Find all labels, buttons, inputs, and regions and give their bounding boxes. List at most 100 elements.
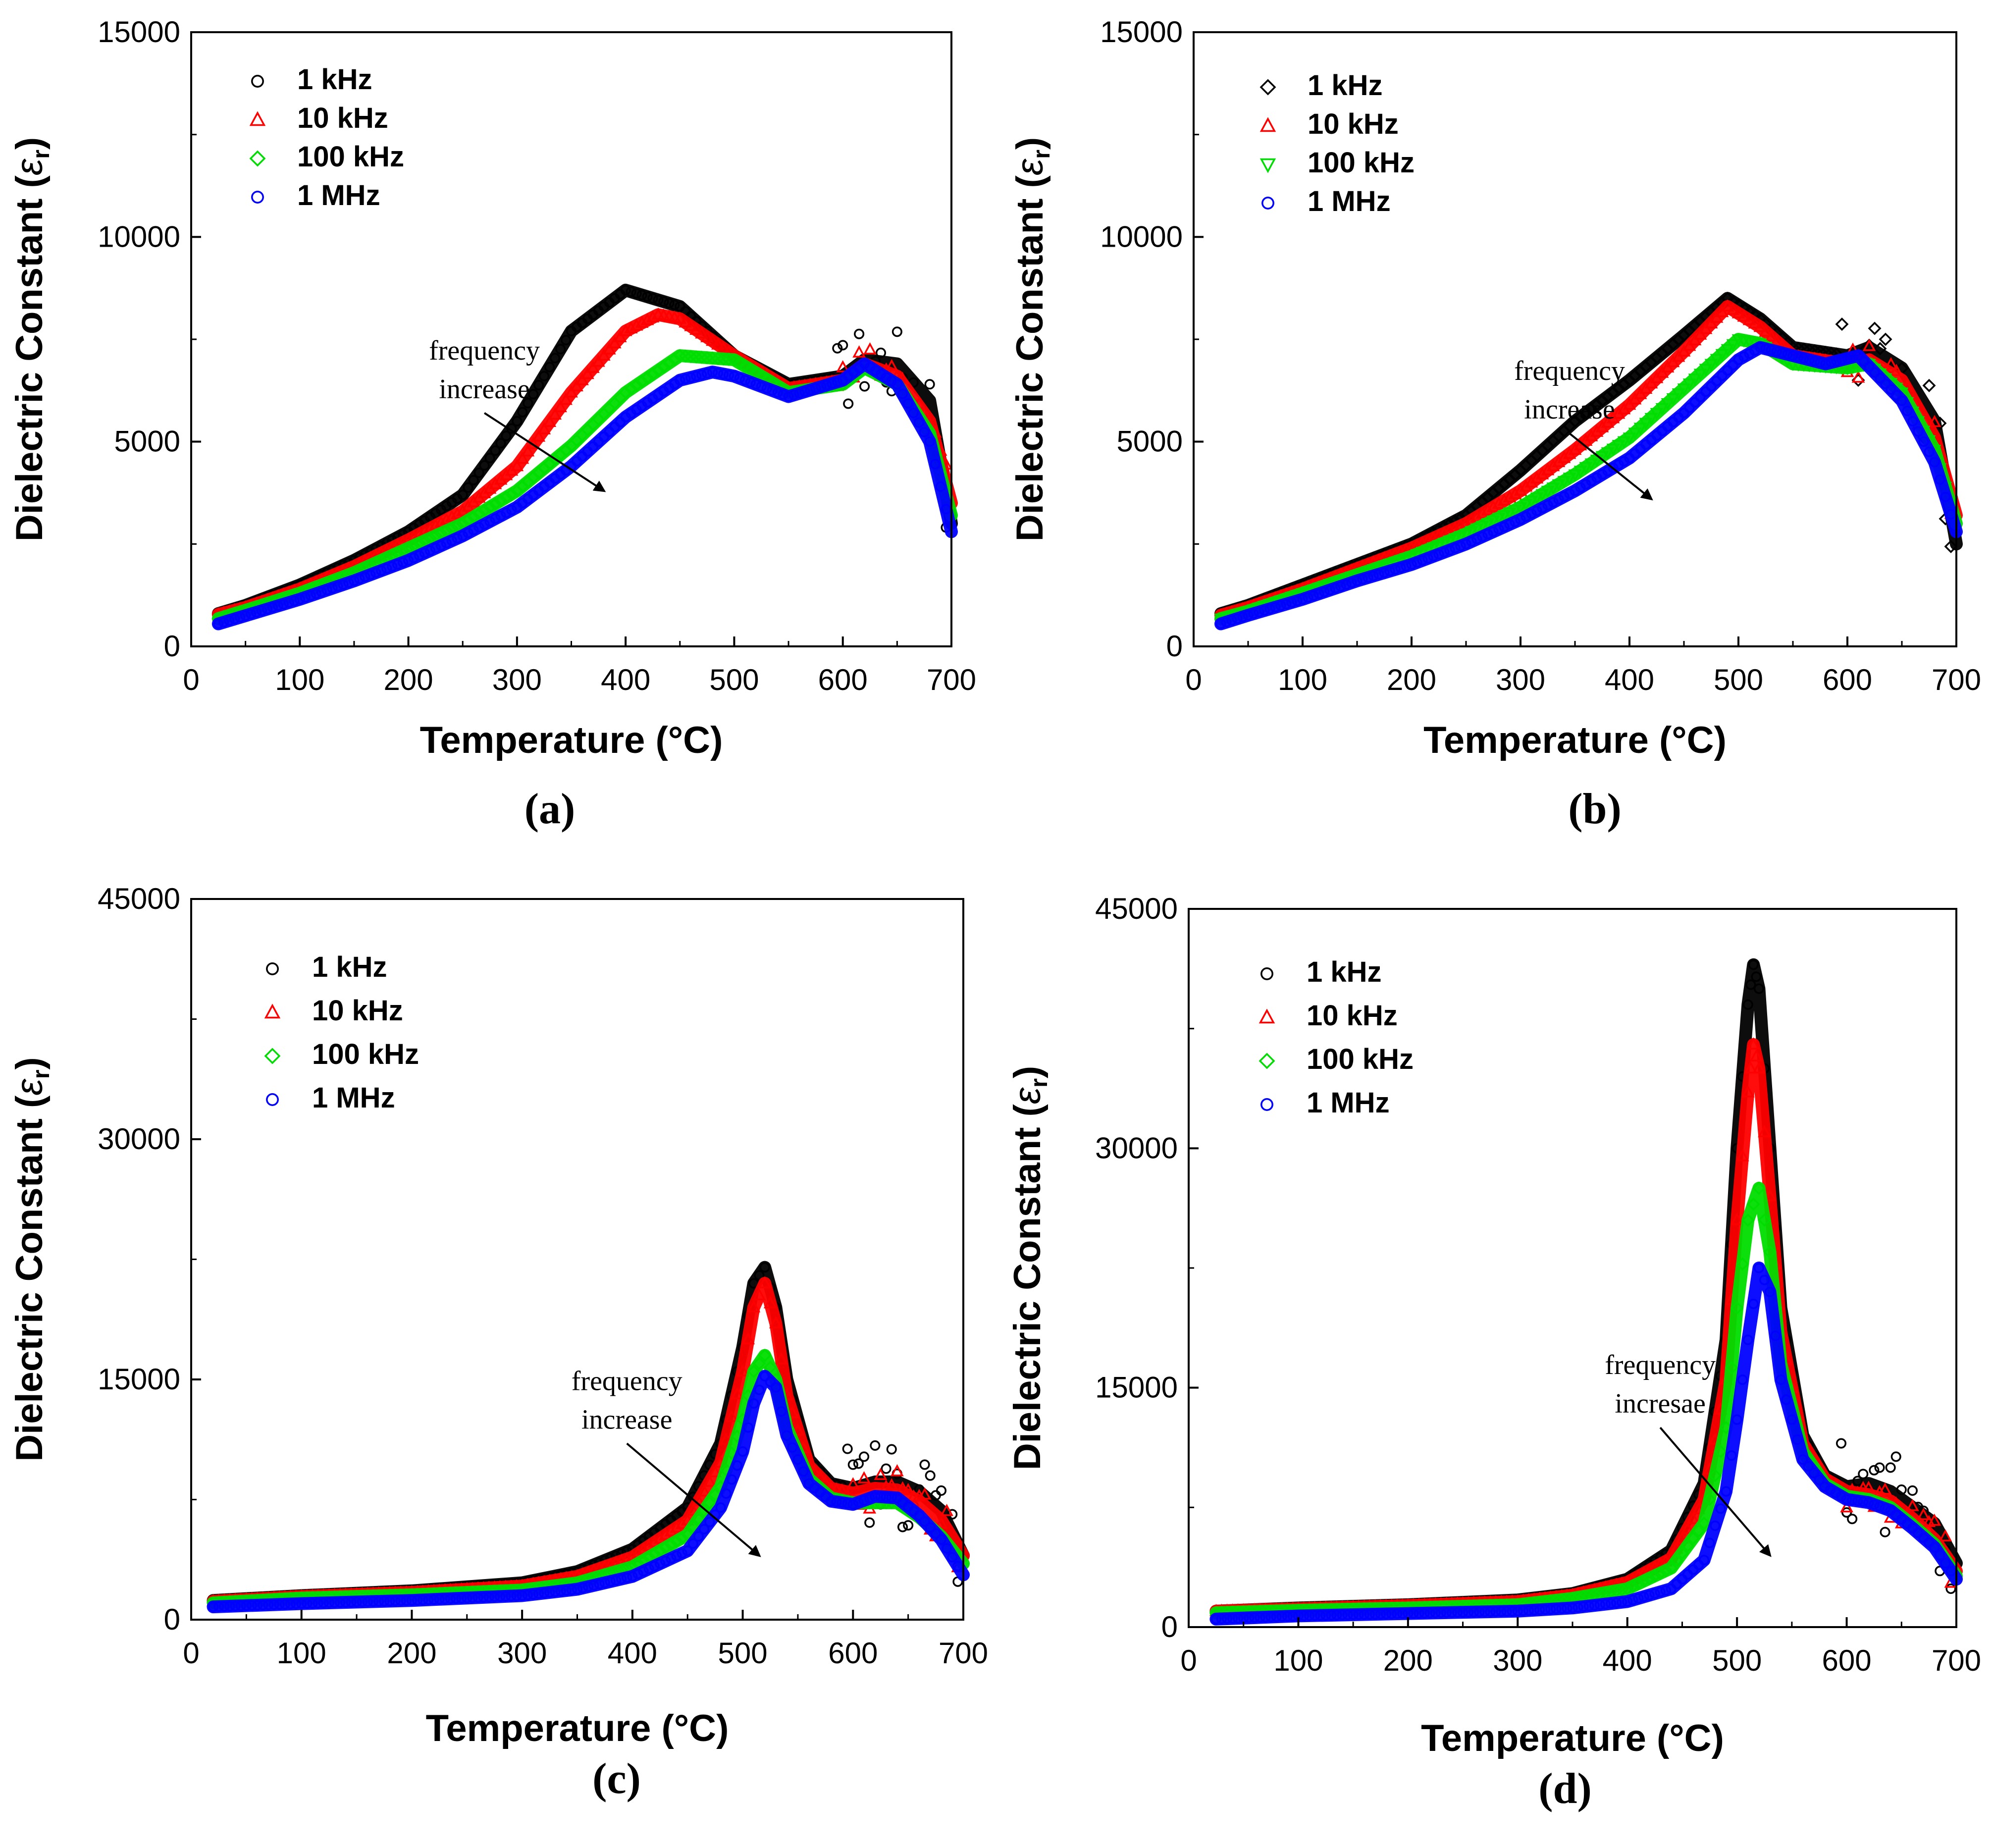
data-point [468,475,479,485]
data-point [836,360,850,372]
data-point [870,1440,881,1451]
data-point [947,1552,958,1563]
annotation-arrow [483,412,606,492]
legend: 1 kHz 10 kHz 100 kHz 1 MHz [1259,956,1414,1119]
series-1-mhz [207,1370,970,1614]
y-axis-title: Dielectric Constant (εr) [1009,137,1055,541]
data-point [450,507,464,519]
series-100-khz [1209,1181,1963,1620]
data-point [875,347,887,358]
data-point [1862,1480,1876,1493]
data-point [424,545,435,556]
data-point [1826,357,1836,368]
annotation-arrow [626,1442,761,1557]
data-point [439,1593,450,1604]
data-point [1227,1613,1238,1624]
data-point [1437,537,1451,550]
data-point [390,1595,401,1606]
data-point [1935,474,1945,485]
data-point [1591,472,1602,483]
data-point [1681,1539,1694,1553]
data-point [1628,427,1642,440]
data-point [554,400,567,413]
data-point [791,1423,805,1436]
data-point [1749,1049,1763,1062]
legend-entry: 100 kHz [1307,1043,1414,1075]
data-point [914,1484,925,1495]
data-point [594,1579,605,1589]
data-point [732,1460,742,1471]
data-point [842,1443,853,1454]
data-point [837,1497,847,1508]
data-point [1287,1611,1298,1622]
data-point [622,1572,632,1583]
data-point [758,1349,772,1362]
data-point [643,1563,654,1574]
data-point [1553,494,1564,505]
x-tick-label: 700 [1932,1644,1981,1677]
data-point [1528,1605,1540,1616]
data-point [1521,511,1531,522]
x-axis-title: Temperature (°C) [1423,719,1727,761]
y-axis-title-subscript: r [1029,150,1055,159]
data-point [1913,426,1924,437]
data-point [565,385,578,398]
data-point [1878,1482,1892,1495]
data-point [1610,1584,1624,1598]
data-point [1777,348,1787,359]
data-point [1324,584,1335,595]
data-point [1770,1330,1781,1341]
data-point [1475,521,1489,533]
data-point [1386,1608,1397,1619]
data-point [1508,486,1522,499]
data-point [886,1444,897,1455]
data-point [700,330,714,342]
y-axis-title-subscript: r [1026,1078,1052,1088]
data-point [770,1382,781,1393]
data-point [1233,1613,1244,1624]
y-tick-label: 10000 [98,220,180,253]
data-point [1617,1597,1627,1608]
data-point [544,362,555,372]
data-point [908,408,919,419]
data-point [1297,594,1308,605]
data-point [1319,586,1330,597]
data-point [1271,1611,1282,1622]
data-point [1730,1301,1744,1315]
data-point [1759,1274,1770,1285]
data-point [1430,1607,1441,1618]
data-point [1210,1614,1221,1625]
x-tick-label: 0 [183,663,199,696]
data-point [1486,500,1500,512]
data-point [936,1534,947,1545]
data-point [349,576,360,586]
data-point [467,510,480,524]
data-point [1452,1607,1463,1618]
data-point [1508,505,1522,517]
data-point [1890,1451,1901,1462]
data-point [561,1585,572,1596]
data-point [1758,1213,1771,1227]
data-point [1482,528,1493,540]
data-point [711,352,725,366]
series-10-khz [207,1276,970,1608]
data-point [1583,1600,1594,1612]
y-axis-title-symbol: ε [1009,158,1051,175]
data-point [570,379,583,392]
data-point [323,1597,334,1608]
data-point [722,353,735,366]
data-point [218,617,229,628]
data-point [1315,1610,1326,1621]
x-tick-label: 200 [1383,1644,1433,1677]
data-point [1357,574,1368,584]
x-tick-label: 600 [818,663,868,696]
data-point [543,415,557,427]
data-point [1531,505,1542,516]
data-point [1524,495,1538,508]
y-tick-label: 0 [164,1603,180,1636]
data-point [759,1262,770,1273]
data-point [1563,473,1576,485]
data-point [675,1517,689,1529]
data-point [576,372,589,385]
legend-marker [1259,158,1276,173]
